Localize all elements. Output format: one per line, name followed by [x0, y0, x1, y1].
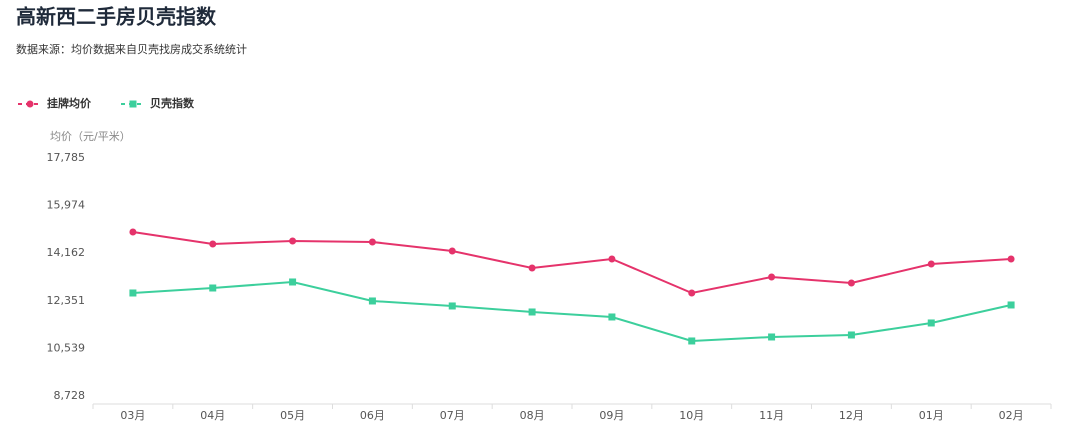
- x-tick-label: 06月: [360, 409, 385, 422]
- y-tick-label: 17,785: [47, 151, 86, 164]
- data-point: [528, 264, 536, 272]
- data-point: [129, 289, 137, 297]
- legend-marker: [129, 100, 137, 108]
- y-tick-label: 10,539: [47, 341, 86, 354]
- legend-marker: [26, 100, 34, 108]
- y-tick-label: 15,974: [47, 199, 86, 212]
- chart-title: 高新西二手房贝壳指数: [16, 5, 217, 29]
- legend-label[interactable]: 贝壳指数: [150, 96, 195, 110]
- data-point: [528, 308, 536, 316]
- x-tick-label: 12月: [839, 409, 864, 422]
- y-tick-label: 8,728: [54, 389, 86, 402]
- data-point: [608, 255, 616, 263]
- x-tick-label: 05月: [280, 409, 305, 422]
- x-tick-label: 03月: [120, 409, 145, 422]
- data-point: [209, 284, 217, 292]
- x-tick-label: 02月: [999, 409, 1024, 422]
- data-point: [368, 238, 376, 246]
- data-point: [768, 273, 776, 281]
- data-point: [289, 237, 297, 245]
- data-point: [448, 302, 456, 310]
- x-tick-label: 04月: [200, 409, 225, 422]
- data-point: [368, 297, 376, 305]
- x-tick-label: 07月: [440, 409, 465, 422]
- y-tick-label: 14,162: [47, 246, 86, 259]
- data-point: [1007, 255, 1015, 263]
- data-point: [847, 279, 855, 287]
- y-tick-label: 12,351: [47, 294, 86, 307]
- chart-subtitle: 数据来源：均价数据来自贝壳找房成交系统统计: [16, 42, 247, 56]
- x-tick-label: 08月: [520, 409, 545, 422]
- data-point: [847, 331, 855, 339]
- data-point: [448, 247, 456, 255]
- data-point: [688, 289, 696, 297]
- series-line: [132, 280, 1012, 342]
- data-point: [688, 337, 696, 345]
- data-point: [608, 313, 616, 321]
- data-point: [927, 260, 935, 268]
- data-point: [768, 333, 776, 341]
- x-tick-label: 11月: [759, 409, 784, 422]
- data-point: [289, 278, 297, 286]
- y-axis-label: 均价（元/平米）: [50, 130, 131, 143]
- x-tick-label: 01月: [919, 409, 944, 422]
- data-point: [129, 228, 137, 236]
- data-point: [927, 319, 935, 327]
- x-tick-label: 10月: [679, 409, 704, 422]
- legend-label[interactable]: 挂牌均价: [47, 96, 92, 110]
- data-point: [209, 240, 217, 248]
- x-tick-label: 09月: [599, 409, 624, 422]
- series-line: [132, 230, 1012, 295]
- data-point: [1007, 301, 1015, 309]
